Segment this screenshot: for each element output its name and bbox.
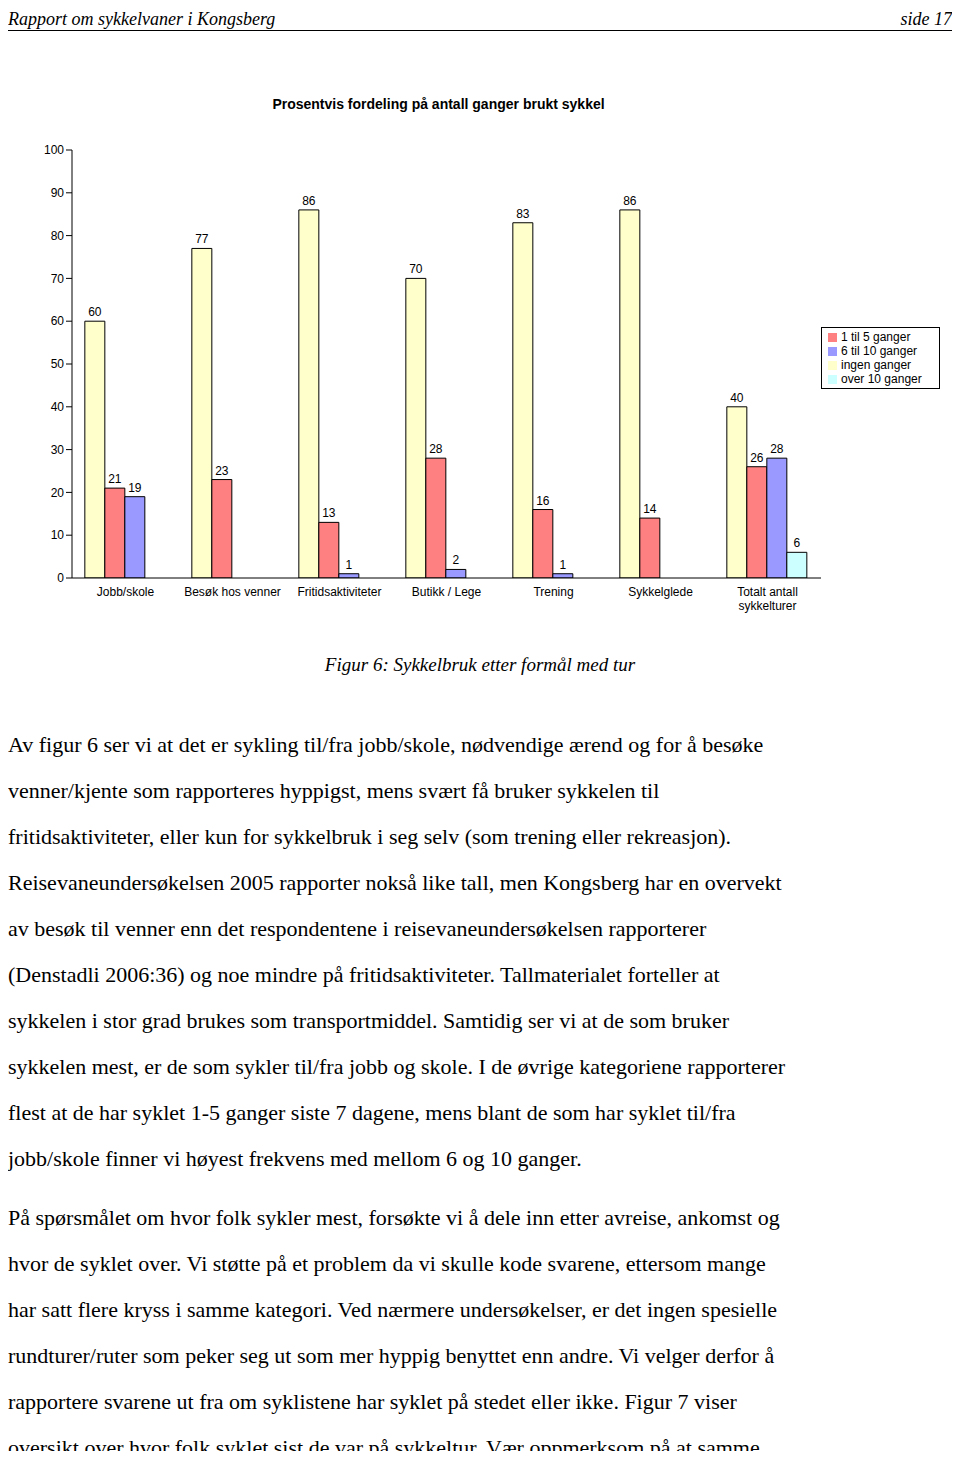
svg-text:70: 70	[51, 272, 65, 286]
html-text:Reisevaneundersøkelsen 2005 ra: Reisevaneundersøkelsen 2005 rapporter no…	[8, 870, 782, 895]
svg-text:Butikk / Lege: Butikk / Lege	[412, 585, 482, 599]
html-text:over 10 ganger: over 10 ganger	[841, 372, 922, 386]
svg-text:60: 60	[88, 305, 102, 319]
svg-text:28: 28	[770, 442, 784, 456]
html-text:Figur 6: Sykkelbruk etter form: Figur 6: Sykkelbruk etter formål med tur	[324, 654, 636, 675]
svg-text:Totalt antall: Totalt antall	[737, 585, 798, 599]
svg-text:10: 10	[51, 528, 65, 542]
html-text:På spørsmålet om hvor folk syk: På spørsmålet om hvor folk sykler mest, …	[8, 1205, 780, 1230]
html-text:6 til 10 ganger: 6 til 10 ganger	[841, 344, 918, 358]
svg-text:1: 1	[345, 558, 352, 572]
svg-text:2: 2	[452, 553, 459, 567]
svg-text:90: 90	[51, 186, 65, 200]
svg-text:Trening: Trening	[533, 585, 573, 599]
svg-text:50: 50	[51, 357, 65, 371]
html-text:side 17: side 17	[900, 9, 952, 29]
svg-text:14: 14	[643, 502, 657, 516]
html-text:rapportere svarene ut fra om s: rapportere svarene ut fra om syklistene …	[8, 1389, 737, 1414]
html-text:har satt flere kryss i samme k: har satt flere kryss i samme kategori. V…	[8, 1297, 778, 1322]
svg-text:28: 28	[429, 442, 443, 456]
svg-text:sykkelturer: sykkelturer	[738, 599, 796, 613]
svg-text:16: 16	[536, 494, 550, 508]
svg-text:86: 86	[302, 194, 316, 208]
svg-text:Fritidsaktiviteter: Fritidsaktiviteter	[297, 585, 381, 599]
svg-text:83: 83	[516, 207, 530, 221]
svg-text:21: 21	[108, 472, 122, 486]
html-text:flest at de har syklet 1-5 gan: flest at de har syklet 1-5 ganger siste …	[8, 1100, 736, 1125]
svg-text:Besøk hos venner: Besøk hos venner	[184, 585, 281, 599]
svg-text:30: 30	[51, 443, 65, 457]
html-text:Prosentvis fordeling på antall: Prosentvis fordeling på antall ganger br…	[272, 96, 605, 112]
svg-text:26: 26	[750, 451, 764, 465]
svg-text:1: 1	[559, 558, 566, 572]
html-text:(Denstadli 2006:36) og noe min: (Denstadli 2006:36) og noe mindre på fri…	[8, 962, 720, 987]
svg-text:0: 0	[57, 571, 64, 585]
html-text:sykkelen i stor grad brukes so: sykkelen i stor grad brukes som transpor…	[8, 1008, 729, 1033]
svg-text:70: 70	[409, 262, 423, 276]
svg-text:23: 23	[215, 464, 229, 478]
svg-text:19: 19	[128, 481, 142, 495]
html-text:Rapport om sykkelvaner i Kongs: Rapport om sykkelvaner i Kongsberg	[8, 9, 276, 29]
svg-text:60: 60	[51, 314, 65, 328]
html-text:Av figur 6 ser vi at det er sy: Av figur 6 ser vi at det er sykling til/…	[8, 732, 764, 757]
html-text:jobb/skole finner vi høyest fr: jobb/skole finner vi høyest frekvens med…	[8, 1146, 582, 1171]
html-text:rundturer/ruter som peker seg: rundturer/ruter som peker seg ut som mer…	[8, 1343, 775, 1368]
svg-text:13: 13	[322, 506, 336, 520]
html-text:sykkelen mest, er de som sykle: sykkelen mest, er de som sykler til/fra …	[8, 1054, 786, 1079]
html-text:1 til 5 ganger: 1 til 5 ganger	[841, 330, 911, 344]
html-text:fritidsaktiviteter, eller kun: fritidsaktiviteter, eller kun for sykkel…	[8, 824, 732, 849]
svg-text:40: 40	[51, 400, 65, 414]
svg-text:Sykkelglede: Sykkelglede	[628, 585, 693, 599]
svg-text:80: 80	[51, 229, 65, 243]
svg-text:6: 6	[793, 536, 800, 550]
html-text:venner/kjente som rapporteres: venner/kjente som rapporteres hyppigst, …	[8, 778, 660, 803]
html-text:ingen ganger: ingen ganger	[841, 358, 912, 372]
svg-text:77: 77	[195, 232, 209, 246]
svg-text:20: 20	[51, 486, 65, 500]
svg-text:100: 100	[44, 143, 64, 157]
html-text:av besøk til venner enn det re: av besøk til venner enn det respondenten…	[8, 916, 707, 941]
svg-text:Jobb/skole: Jobb/skole	[97, 585, 155, 599]
svg-text:86: 86	[623, 194, 637, 208]
html-text:hvor de syklet over. Vi støtte: hvor de syklet over. Vi støtte på et pro…	[8, 1251, 766, 1276]
svg-text:40: 40	[730, 391, 744, 405]
